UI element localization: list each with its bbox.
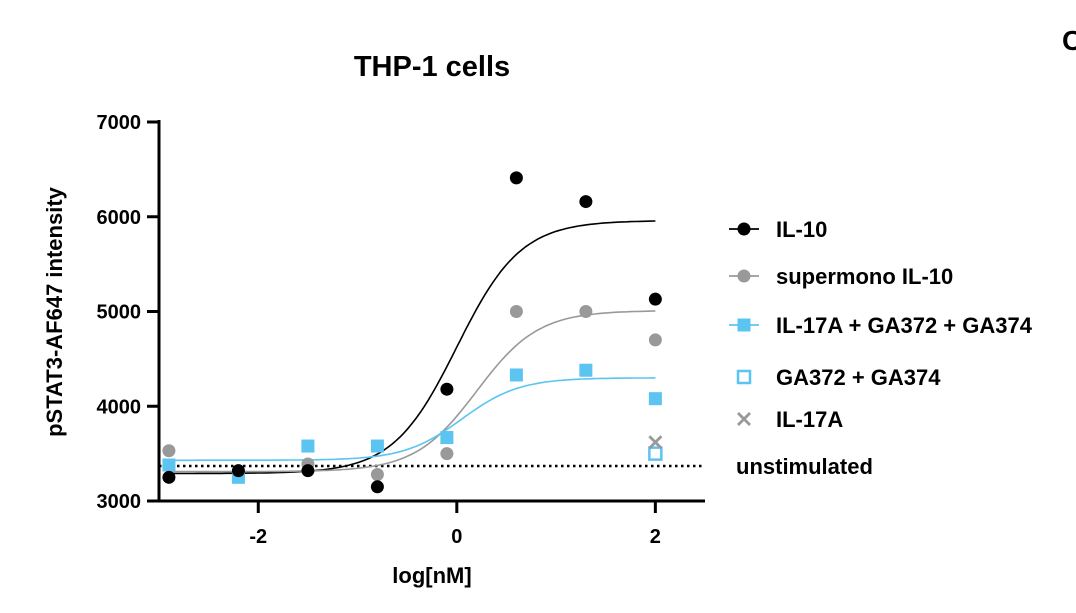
legend: IL-10 supermono IL-10 IL-17A + GA372 + GA3… (729, 217, 1033, 479)
data-point-series-0 (648, 292, 662, 306)
y-tick-label: 6000 (97, 207, 142, 229)
data-point-series-0 (370, 480, 384, 494)
y-tick-label: 5000 (97, 302, 142, 324)
x-tick-label: 0 (451, 526, 462, 548)
data-point-series-2 (370, 439, 384, 453)
data-point-series-4 (648, 435, 663, 450)
data-point-series-0 (162, 470, 176, 484)
data-point-series-1 (579, 305, 593, 318)
data-point-series-4-stroke-b (648, 435, 663, 450)
data-point-series-0 (231, 464, 245, 478)
plot-area: 3000 4000 5000 6000 7000 -2 0 2 (97, 112, 705, 548)
data-point-series-2 (509, 368, 523, 382)
fit-curve-1 (168, 310, 656, 473)
legend-label-3: GA372 + GA374 (776, 365, 941, 390)
data-point-series-2 (162, 458, 176, 472)
panel-letter: C (1062, 25, 1076, 56)
data-point-series-0 (440, 382, 454, 396)
y-tick-label: 4000 (97, 396, 142, 418)
data-point-series-1 (162, 444, 176, 458)
data-point-series-1 (648, 333, 662, 347)
data-point-series-0 (301, 464, 315, 478)
data-point-series-1 (509, 305, 523, 318)
legend-label-1: supermono IL-10 (776, 264, 953, 289)
data-point-series-0 (579, 195, 593, 209)
legend-marker-4 (737, 412, 751, 426)
data-point-series-0 (509, 171, 523, 185)
legend-marker-1 (737, 269, 751, 283)
legend-label-0: IL-10 (776, 217, 827, 242)
legend-label-4: IL-17A (776, 407, 843, 432)
y-axis-label: pSTAT3-AF647 intensity (42, 186, 67, 437)
data-point-series-1 (440, 447, 454, 461)
fit-curve-2 (168, 377, 656, 462)
data-point-series-2 (440, 431, 454, 445)
legend-label-unstimulated: unstimulated (736, 454, 873, 479)
data-point-series-2 (579, 363, 593, 377)
legend-marker-4-stroke-b (737, 412, 751, 426)
x-tick-label: 2 (650, 526, 661, 548)
legend-marker-0 (737, 222, 751, 236)
legend-marker-3 (736, 369, 752, 385)
data-point-series-2 (648, 392, 662, 406)
chart-title: THP-1 cells (354, 51, 510, 83)
legend-marker-2 (737, 318, 751, 332)
x-axis-label: log[nM] (392, 563, 471, 588)
y-tick-label: 7000 (97, 112, 142, 134)
data-point-series-3 (648, 446, 663, 461)
x-tick-label: -2 (249, 526, 267, 548)
data-point-series-1 (370, 467, 384, 481)
legend-label-2: IL-17A + GA372 + GA374 (776, 313, 1033, 338)
fit-curve-0 (168, 220, 656, 475)
data-point-series-2 (301, 439, 315, 453)
y-tick-label: 3000 (97, 491, 142, 513)
